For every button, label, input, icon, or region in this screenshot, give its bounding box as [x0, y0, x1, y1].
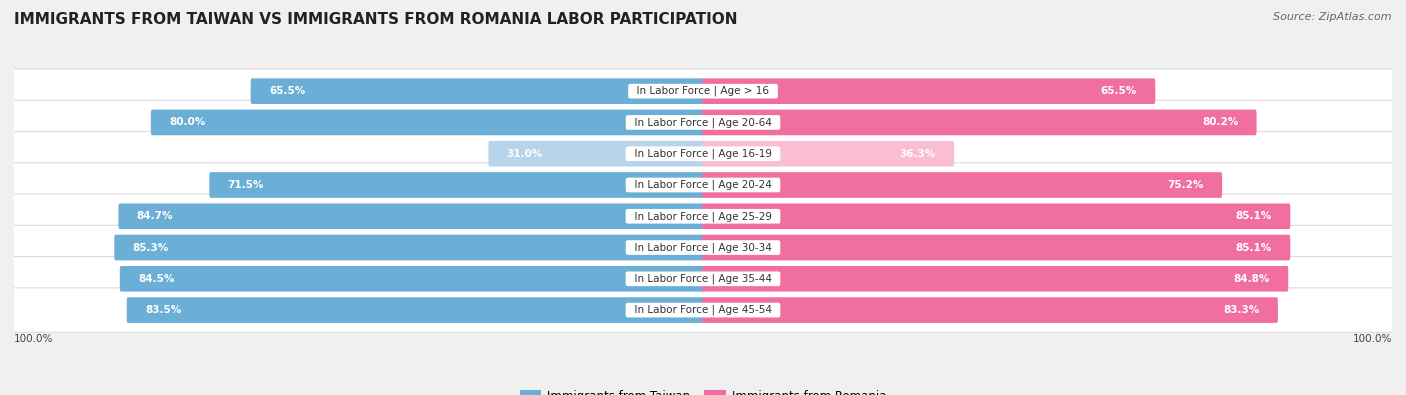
FancyBboxPatch shape	[0, 257, 1406, 301]
Text: 80.2%: 80.2%	[1202, 117, 1239, 128]
FancyBboxPatch shape	[702, 235, 1291, 260]
FancyBboxPatch shape	[250, 78, 704, 104]
FancyBboxPatch shape	[150, 110, 704, 135]
Text: In Labor Force | Age 30-34: In Labor Force | Age 30-34	[628, 242, 778, 253]
FancyBboxPatch shape	[0, 194, 1406, 239]
Text: 84.5%: 84.5%	[138, 274, 174, 284]
FancyBboxPatch shape	[0, 69, 1406, 113]
Text: 65.5%: 65.5%	[269, 86, 305, 96]
Text: 31.0%: 31.0%	[506, 149, 543, 159]
Text: 84.7%: 84.7%	[136, 211, 173, 221]
FancyBboxPatch shape	[702, 203, 1291, 229]
Legend: Immigrants from Taiwan, Immigrants from Romania: Immigrants from Taiwan, Immigrants from …	[515, 385, 891, 395]
FancyBboxPatch shape	[702, 297, 1278, 323]
FancyBboxPatch shape	[209, 172, 704, 198]
Text: 80.0%: 80.0%	[169, 117, 205, 128]
FancyBboxPatch shape	[120, 266, 704, 292]
FancyBboxPatch shape	[0, 163, 1406, 207]
Text: 100.0%: 100.0%	[1353, 334, 1392, 344]
FancyBboxPatch shape	[0, 225, 1406, 270]
FancyBboxPatch shape	[702, 78, 1156, 104]
FancyBboxPatch shape	[0, 132, 1406, 176]
Text: 75.2%: 75.2%	[1167, 180, 1204, 190]
Text: 71.5%: 71.5%	[228, 180, 264, 190]
Text: Source: ZipAtlas.com: Source: ZipAtlas.com	[1274, 12, 1392, 22]
Text: 84.8%: 84.8%	[1233, 274, 1270, 284]
FancyBboxPatch shape	[702, 110, 1257, 135]
Text: 36.3%: 36.3%	[900, 149, 936, 159]
Text: In Labor Force | Age 35-44: In Labor Force | Age 35-44	[627, 274, 779, 284]
FancyBboxPatch shape	[0, 288, 1406, 332]
Text: In Labor Force | Age 20-64: In Labor Force | Age 20-64	[628, 117, 778, 128]
Text: In Labor Force | Age 25-29: In Labor Force | Age 25-29	[627, 211, 779, 222]
FancyBboxPatch shape	[702, 172, 1222, 198]
Text: 85.3%: 85.3%	[132, 243, 169, 252]
Text: In Labor Force | Age 45-54: In Labor Force | Age 45-54	[627, 305, 779, 315]
FancyBboxPatch shape	[114, 235, 704, 260]
FancyBboxPatch shape	[127, 297, 704, 323]
Text: 65.5%: 65.5%	[1101, 86, 1137, 96]
Text: 100.0%: 100.0%	[14, 334, 53, 344]
FancyBboxPatch shape	[702, 266, 1288, 292]
Text: 83.5%: 83.5%	[145, 305, 181, 315]
Text: 85.1%: 85.1%	[1236, 211, 1272, 221]
FancyBboxPatch shape	[0, 100, 1406, 145]
Text: 85.1%: 85.1%	[1236, 243, 1272, 252]
Text: In Labor Force | Age > 16: In Labor Force | Age > 16	[630, 86, 776, 96]
Text: 83.3%: 83.3%	[1223, 305, 1260, 315]
FancyBboxPatch shape	[702, 141, 955, 167]
FancyBboxPatch shape	[118, 203, 704, 229]
Text: In Labor Force | Age 20-24: In Labor Force | Age 20-24	[628, 180, 778, 190]
Text: IMMIGRANTS FROM TAIWAN VS IMMIGRANTS FROM ROMANIA LABOR PARTICIPATION: IMMIGRANTS FROM TAIWAN VS IMMIGRANTS FRO…	[14, 12, 738, 27]
FancyBboxPatch shape	[488, 141, 704, 167]
Text: In Labor Force | Age 16-19: In Labor Force | Age 16-19	[627, 149, 779, 159]
